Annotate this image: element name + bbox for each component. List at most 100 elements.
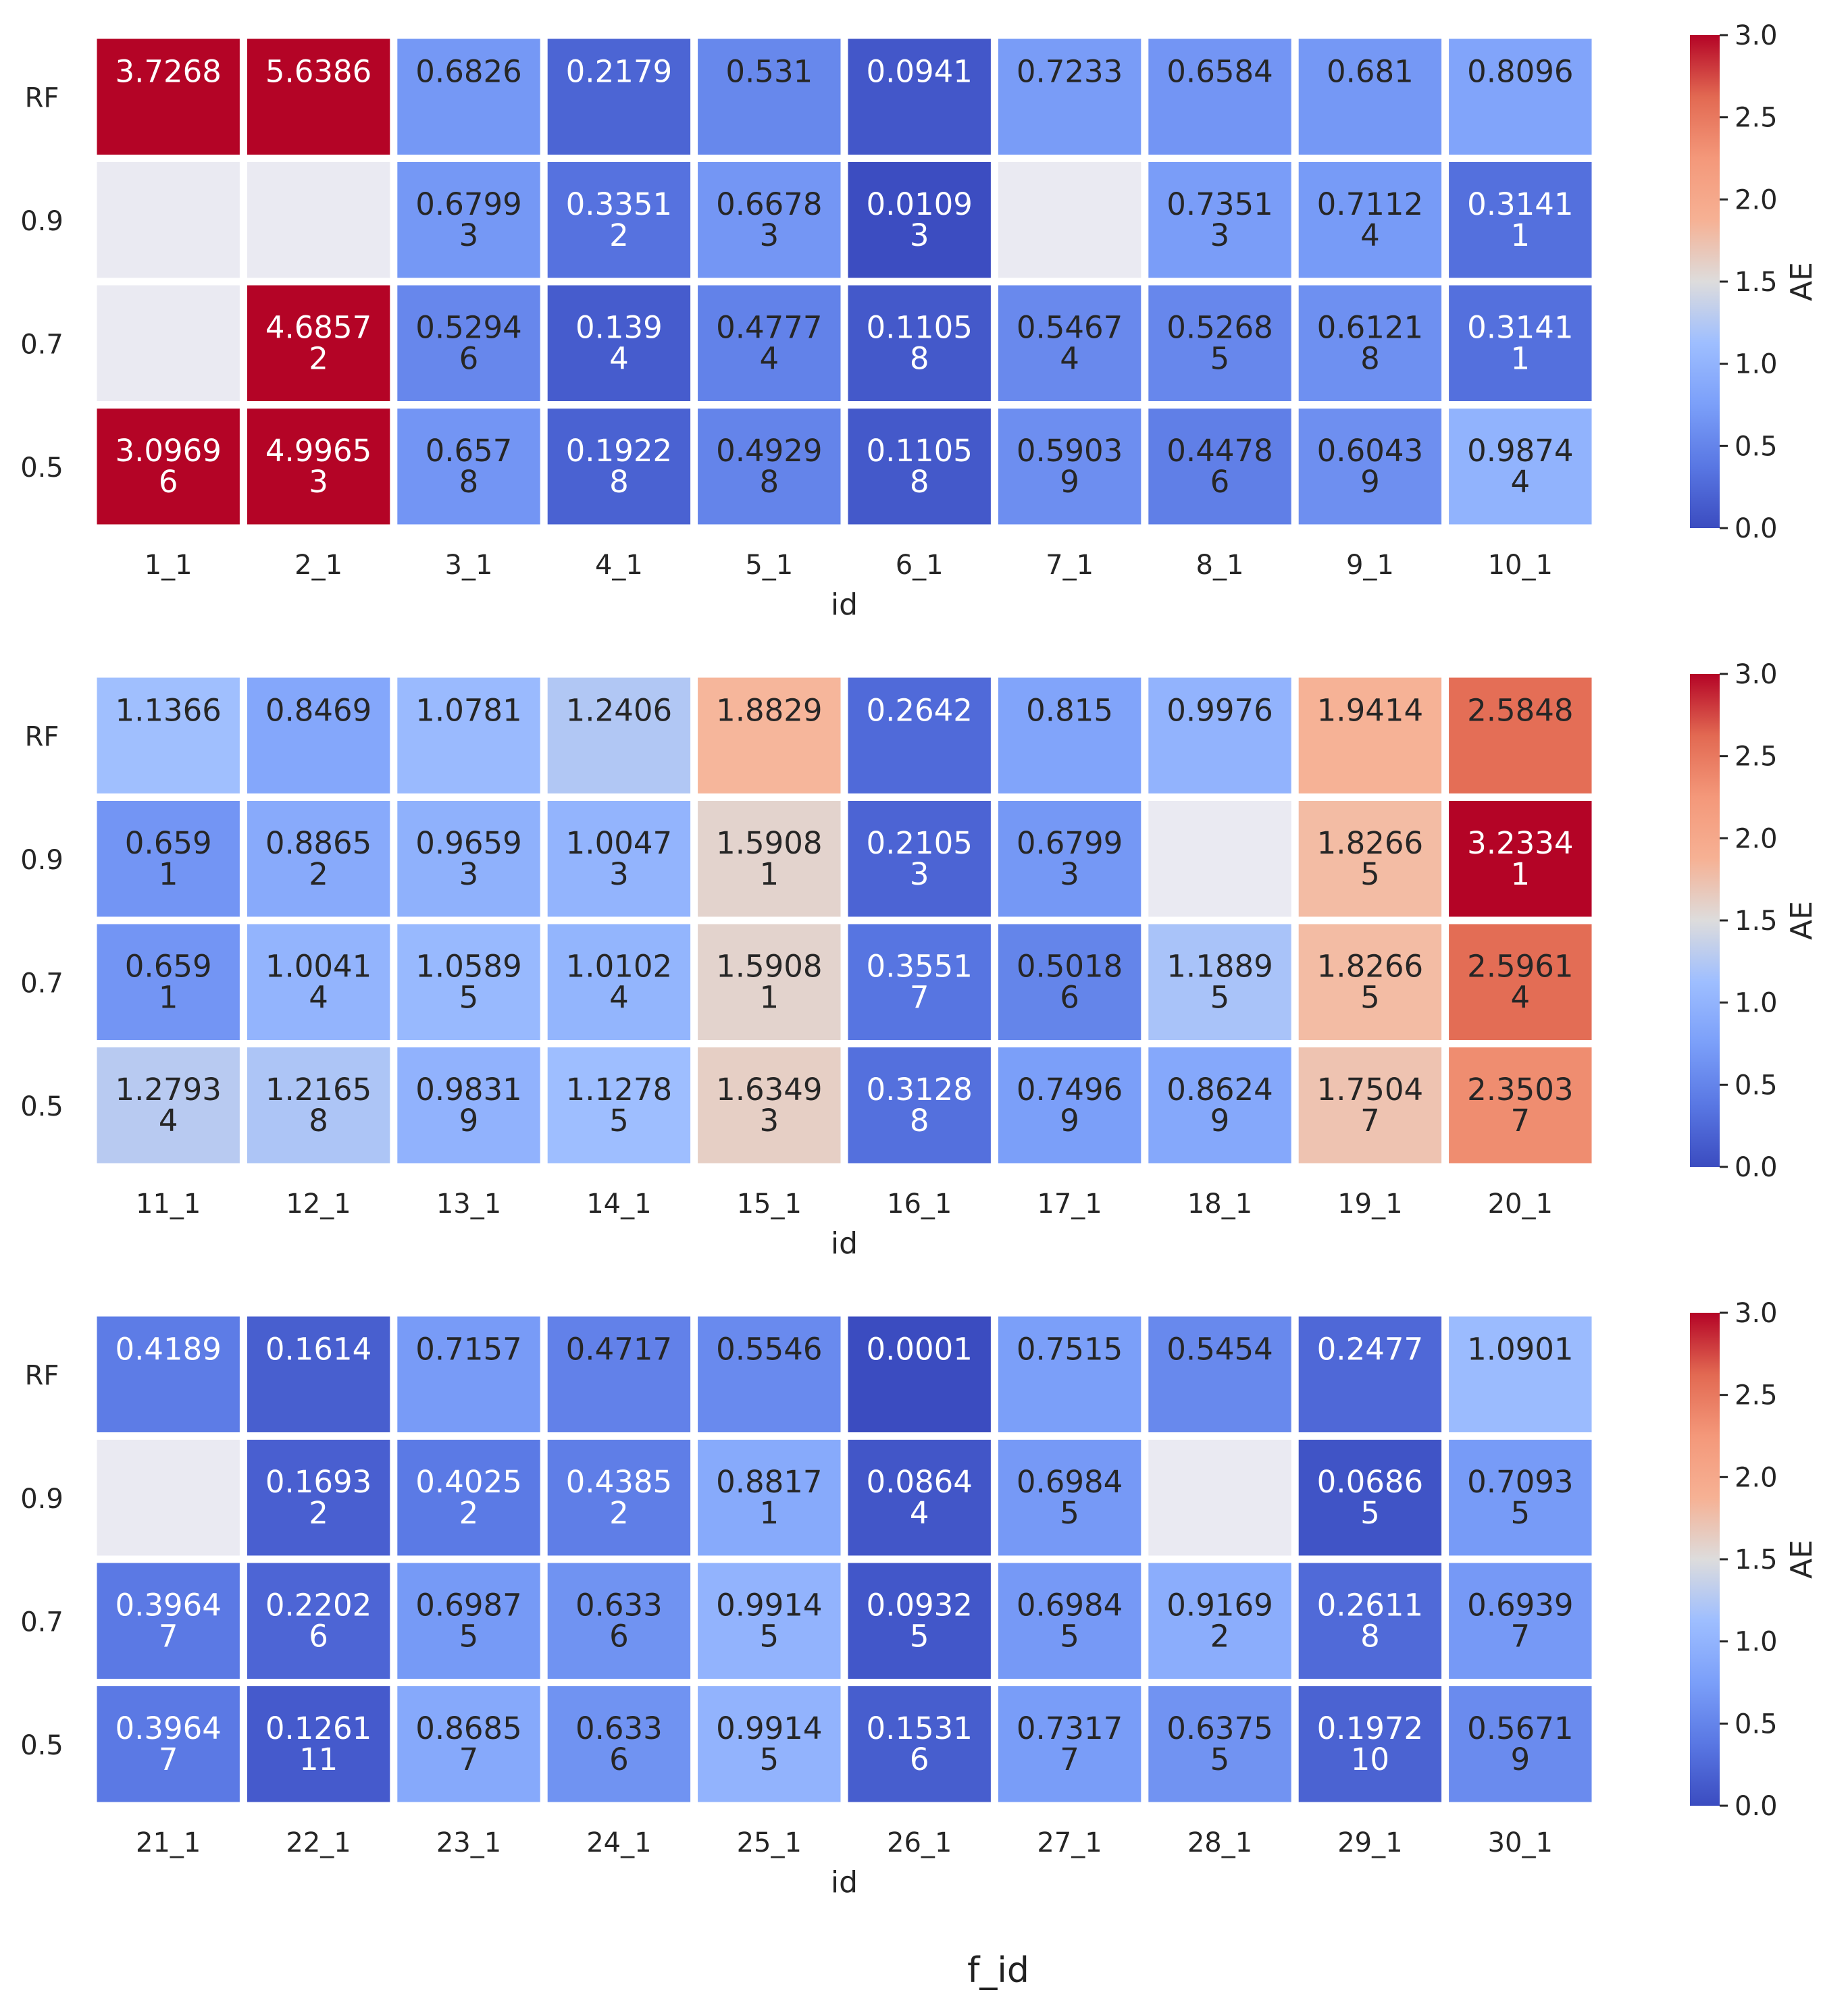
cell-value-label: 0.9831 bbox=[415, 1072, 521, 1107]
cell-value-label: 0.2642 bbox=[866, 692, 972, 728]
heatmap-cell bbox=[848, 38, 991, 155]
row-tick-label: RF bbox=[25, 1360, 59, 1391]
cell-value-label: 0.1105 bbox=[866, 309, 972, 345]
cell-count-label: 6 bbox=[1210, 464, 1230, 500]
column-tick-label: 19_1 bbox=[1337, 1189, 1402, 1220]
column-tick-label: 25_1 bbox=[737, 1827, 802, 1858]
colorbar: 0.0 0.5 1.0 1.5 2.0 2.5 3.0 AE bbox=[1690, 659, 1819, 1183]
heatmap-cell bbox=[547, 1316, 691, 1432]
colorbar-tick-label: 1.0 bbox=[1735, 349, 1778, 380]
cell-value-label: 0.3128 bbox=[866, 1072, 972, 1107]
cell-value-label: 0.4189 bbox=[115, 1331, 221, 1367]
cell-count-label: 8 bbox=[759, 464, 779, 500]
column-tick-label: 15_1 bbox=[737, 1189, 802, 1220]
heatmap-cell bbox=[547, 677, 691, 793]
cell-value-label: 0.4777 bbox=[716, 309, 822, 345]
cell-count-label: 4 bbox=[759, 340, 779, 376]
colorbar-tick-label: 3.0 bbox=[1735, 659, 1778, 690]
cell-value-label: 0.657 bbox=[426, 433, 513, 469]
colorbar-tick-label: 0.0 bbox=[1735, 1791, 1778, 1822]
cell-count-label: 8 bbox=[459, 464, 479, 500]
heatmap-cell bbox=[698, 1686, 841, 1802]
heatmap-cell bbox=[1449, 924, 1592, 1040]
heatmap-cell bbox=[1449, 285, 1592, 401]
row-tick-label: 0.5 bbox=[20, 1091, 63, 1122]
cell-value-label: 0.3141 bbox=[1467, 186, 1573, 222]
cell-value-label: 0.2477 bbox=[1317, 1331, 1423, 1367]
colorbar-gradient bbox=[1690, 674, 1720, 1167]
heatmap-cell bbox=[547, 409, 691, 525]
heatmap-cell bbox=[998, 162, 1141, 278]
cell-value-label: 0.0001 bbox=[866, 1331, 972, 1367]
colorbar-gradient bbox=[1690, 1313, 1720, 1806]
cell-value-label: 0.1972 bbox=[1317, 1711, 1423, 1746]
column-tick-label: 13_1 bbox=[436, 1189, 501, 1220]
colorbar-tick-label: 2.0 bbox=[1735, 1462, 1778, 1493]
cell-count-label: 4 bbox=[1060, 340, 1079, 376]
cell-value-label: 1.8266 bbox=[1317, 825, 1423, 861]
heatmap-cell bbox=[1298, 1563, 1442, 1679]
cell-value-label: 1.8829 bbox=[716, 692, 822, 728]
colorbar-tick-label: 0.0 bbox=[1735, 513, 1778, 544]
heatmap-cell bbox=[1148, 285, 1291, 401]
column-tick-label: 5_1 bbox=[745, 550, 793, 581]
heatmap-cell bbox=[1148, 1047, 1291, 1164]
heatmap-cell bbox=[1148, 1686, 1291, 1802]
cell-value-label: 0.0941 bbox=[866, 53, 972, 89]
colorbar-tick-label: 1.0 bbox=[1735, 1627, 1778, 1658]
cell-count-label: 1 bbox=[159, 979, 178, 1015]
cell-value-label: 0.6375 bbox=[1166, 1711, 1273, 1746]
cell-value-label: 0.2611 bbox=[1317, 1587, 1423, 1623]
heatmap-cell bbox=[1298, 1316, 1442, 1432]
cell-count-label: 3 bbox=[1060, 856, 1079, 892]
heatmap-cell bbox=[1148, 38, 1291, 155]
cell-count-label: 2 bbox=[1210, 1618, 1230, 1654]
heatmap-cell bbox=[97, 38, 240, 155]
cell-count-label: 5 bbox=[1210, 1742, 1230, 1777]
cell-value-label: 0.7351 bbox=[1166, 186, 1273, 222]
heatmap-cell bbox=[247, 1316, 390, 1432]
heatmap-cell bbox=[1449, 1686, 1592, 1802]
cell-count-label: 5 bbox=[910, 1618, 929, 1654]
cell-count-label: 7 bbox=[1510, 1103, 1530, 1139]
heatmap-cell bbox=[247, 924, 390, 1040]
cell-value-label: 1.2165 bbox=[265, 1072, 371, 1107]
heatmap-cell bbox=[1148, 677, 1291, 793]
cell-value-label: 1.0102 bbox=[566, 948, 672, 984]
heatmap-cell bbox=[97, 1047, 240, 1164]
colorbar-tick-label: 3.0 bbox=[1735, 1298, 1778, 1329]
cell-value-label: 0.8469 bbox=[265, 692, 371, 728]
heatmap-cell bbox=[547, 38, 691, 155]
cell-value-label: 0.4478 bbox=[1166, 433, 1273, 469]
heatmap-cell bbox=[1148, 409, 1291, 525]
column-tick-label: 18_1 bbox=[1187, 1189, 1252, 1220]
cell-count-label: 11 bbox=[299, 1742, 338, 1777]
cell-count-label: 8 bbox=[609, 464, 629, 500]
column-tick-label: 4_1 bbox=[595, 550, 643, 581]
column-tick-label: 21_1 bbox=[136, 1827, 201, 1858]
heatmap-cell bbox=[698, 162, 841, 278]
cell-value-label: 2.5848 bbox=[1467, 692, 1573, 728]
cell-value-label: 1.0901 bbox=[1467, 1331, 1573, 1367]
cell-value-label: 0.2202 bbox=[265, 1587, 371, 1623]
row-tick-label: 0.7 bbox=[20, 329, 63, 360]
cell-value-label: 0.0109 bbox=[866, 186, 972, 222]
heatmap-cell bbox=[547, 801, 691, 917]
cell-count-label: 2 bbox=[609, 217, 629, 253]
colorbar-tick-label: 2.0 bbox=[1735, 184, 1778, 215]
x-axis-label: id bbox=[831, 1865, 858, 1900]
column-tick-label: 1_1 bbox=[145, 550, 192, 581]
heatmap-cell bbox=[998, 285, 1141, 401]
x-axis-label: id bbox=[831, 1226, 858, 1261]
cell-count-label: 4 bbox=[910, 1495, 929, 1531]
cell-count-label: 4 bbox=[1510, 979, 1530, 1015]
cell-count-label: 1 bbox=[159, 856, 178, 892]
heatmap-cell bbox=[848, 285, 991, 401]
cell-count-label: 7 bbox=[1060, 1742, 1079, 1777]
heatmap-cell bbox=[247, 409, 390, 525]
column-tick-label: 8_1 bbox=[1196, 550, 1244, 581]
cell-count-label: 8 bbox=[309, 1103, 328, 1139]
heatmap-cell bbox=[848, 677, 991, 793]
cell-count-label: 1 bbox=[1510, 856, 1530, 892]
row-tick-label: 0.7 bbox=[20, 968, 63, 999]
